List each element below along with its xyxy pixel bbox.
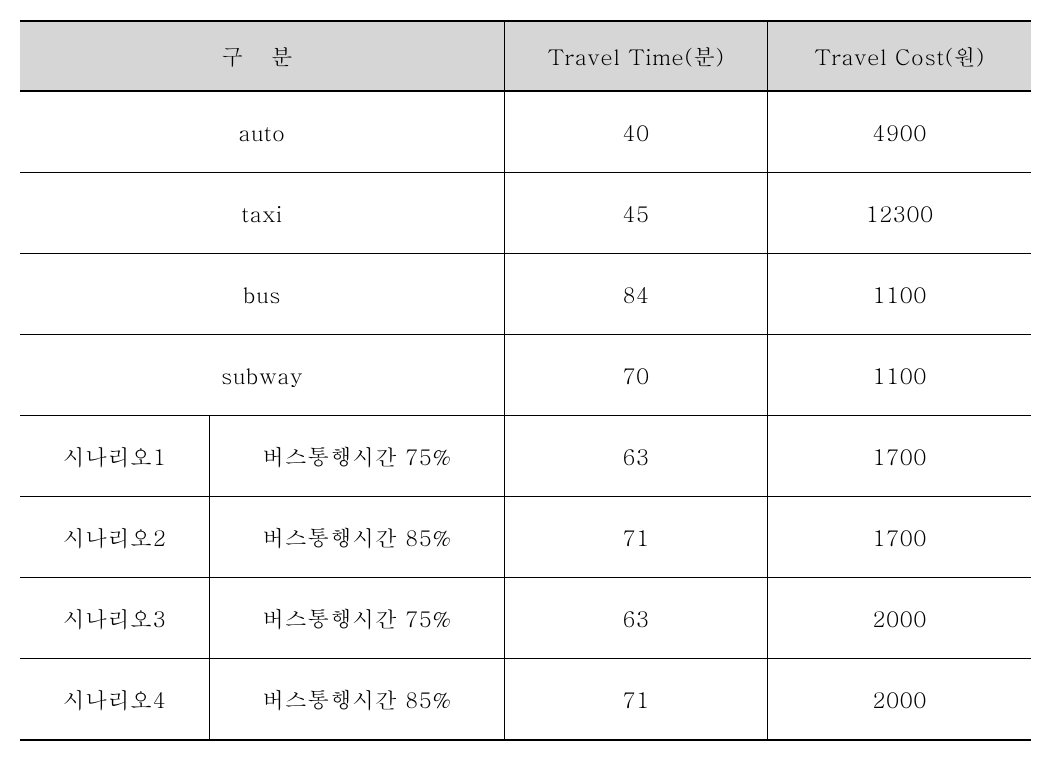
scenario-name: 시나리오2 [20, 497, 210, 578]
cost-cell: 4900 [768, 91, 1031, 173]
table-row: subway 70 1100 [20, 335, 1031, 416]
cost-cell: 2000 [768, 578, 1031, 659]
table-row: 시나리오1 버스통행시간 75% 63 1700 [20, 416, 1031, 497]
table-row: 시나리오2 버스통행시간 85% 71 1700 [20, 497, 1031, 578]
header-category: 구 분 [20, 21, 504, 91]
scenario-desc: 버스통행시간 85% [210, 659, 505, 741]
time-cell: 71 [504, 659, 767, 741]
scenario-name: 시나리오1 [20, 416, 210, 497]
cost-cell: 1100 [768, 335, 1031, 416]
time-cell: 63 [504, 416, 767, 497]
time-cell: 40 [504, 91, 767, 173]
mode-label: auto [20, 91, 504, 173]
cost-cell: 1700 [768, 416, 1031, 497]
time-cell: 70 [504, 335, 767, 416]
table-row: bus 84 1100 [20, 254, 1031, 335]
header-category-label: 구 분 [221, 41, 302, 72]
scenario-name: 시나리오4 [20, 659, 210, 741]
cost-cell: 1700 [768, 497, 1031, 578]
time-cell: 45 [504, 173, 767, 254]
table-row: 시나리오4 버스통행시간 85% 71 2000 [20, 659, 1031, 741]
header-row: 구 분 Travel Time(분) Travel Cost(원) [20, 21, 1031, 91]
scenario-desc: 버스통행시간 85% [210, 497, 505, 578]
cost-cell: 12300 [768, 173, 1031, 254]
scenario-name: 시나리오3 [20, 578, 210, 659]
mode-label: subway [20, 335, 504, 416]
scenario-desc: 버스통행시간 75% [210, 578, 505, 659]
time-cell: 71 [504, 497, 767, 578]
cost-cell: 1100 [768, 254, 1031, 335]
mode-label: taxi [20, 173, 504, 254]
table-row: 시나리오3 버스통행시간 75% 63 2000 [20, 578, 1031, 659]
travel-table-container: 구 분 Travel Time(분) Travel Cost(원) auto 4… [20, 20, 1031, 741]
header-time: Travel Time(분) [504, 21, 767, 91]
table-row: auto 40 4900 [20, 91, 1031, 173]
mode-label: bus [20, 254, 504, 335]
time-cell: 63 [504, 578, 767, 659]
table-row: taxi 45 12300 [20, 173, 1031, 254]
travel-table: 구 분 Travel Time(분) Travel Cost(원) auto 4… [20, 20, 1031, 741]
time-cell: 84 [504, 254, 767, 335]
scenario-desc: 버스통행시간 75% [210, 416, 505, 497]
header-cost: Travel Cost(원) [768, 21, 1031, 91]
cost-cell: 2000 [768, 659, 1031, 741]
